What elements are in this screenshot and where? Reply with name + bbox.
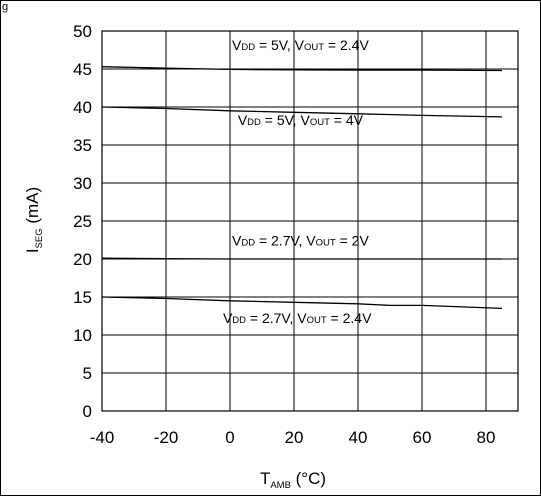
x-tick-label: -20 <box>154 428 179 447</box>
series-labels: VDD = 5V, VOUT = 2.4V VDD = 5V, VOUT = 4V… <box>223 37 372 326</box>
y-tick-label: 45 <box>73 60 92 79</box>
plot-area <box>101 30 519 412</box>
x-tick-label: -40 <box>90 428 115 447</box>
series-lines <box>101 66 503 310</box>
series-line <box>101 106 503 118</box>
series-line <box>101 66 503 72</box>
y-tick-labels: 0 5 10 15 20 25 30 35 40 45 50 <box>73 22 92 421</box>
y-tick-label: 10 <box>73 326 92 345</box>
x-axis-label: TAMB (°C) <box>260 469 326 491</box>
x-tick-label: 40 <box>349 428 368 447</box>
y-tick-label: 30 <box>73 174 92 193</box>
series-line <box>101 257 502 260</box>
y-tick-label: 15 <box>73 288 92 307</box>
series-label: VDD = 2.7V, VOUT = 2.4V <box>223 310 372 326</box>
y-tick-label: 20 <box>73 250 92 269</box>
y-tick-label: 35 <box>73 136 92 155</box>
x-tick-labels: -40 -20 0 20 40 60 80 <box>90 428 496 447</box>
y-axis-label: ISEG (mA) <box>23 187 45 253</box>
caption-fragment: g <box>2 1 8 13</box>
y-tick-label: 25 <box>73 212 92 231</box>
series-line <box>101 296 503 310</box>
y-tick-label: 5 <box>83 364 92 383</box>
plot-border <box>101 30 519 412</box>
y-tick-label: 0 <box>83 402 92 421</box>
x-tick-label: 20 <box>285 428 304 447</box>
series-label: VDD = 5V, VOUT = 2.4V <box>232 37 369 53</box>
y-tick-label: 50 <box>73 22 92 41</box>
series-label: VDD = 5V, VOUT = 4V <box>238 112 364 128</box>
y-tick-label: 40 <box>73 98 92 117</box>
x-tick-label: 80 <box>477 428 496 447</box>
x-tick-label: 0 <box>225 428 234 447</box>
series-label: VDD = 2.7V, VOUT = 2V <box>232 232 369 248</box>
x-tick-label: 60 <box>413 428 432 447</box>
